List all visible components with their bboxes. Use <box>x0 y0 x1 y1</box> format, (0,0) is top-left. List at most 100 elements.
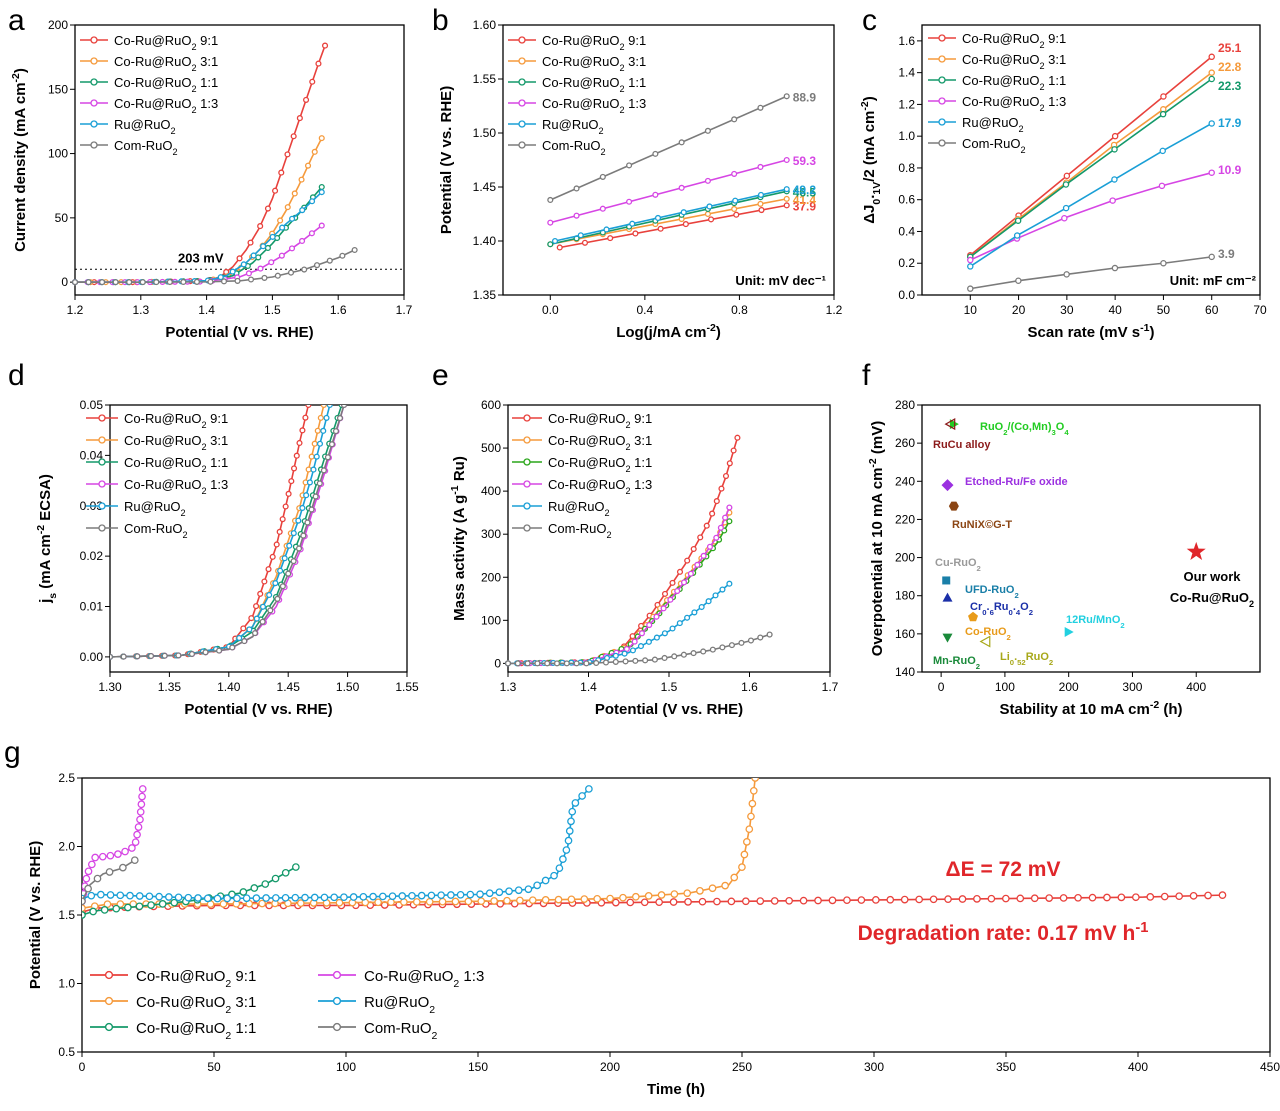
data-point <box>554 895 563 904</box>
data-point <box>261 880 270 888</box>
data-point <box>98 852 107 861</box>
data-point <box>1062 204 1070 212</box>
data-point <box>261 578 268 585</box>
text-span: Time (h) <box>647 1081 705 1098</box>
data-point <box>1059 894 1068 902</box>
data-point <box>180 278 187 286</box>
data-point <box>642 657 649 664</box>
data-point <box>637 643 644 650</box>
data-point <box>184 893 193 902</box>
data-point <box>291 863 300 871</box>
x-axis-title: Time (h) <box>647 1081 705 1098</box>
data-point <box>105 868 114 876</box>
data-point <box>669 579 676 586</box>
data-point <box>1030 894 1039 903</box>
data-point <box>302 414 309 421</box>
panel-letter: a <box>8 4 25 37</box>
data-point <box>654 214 662 222</box>
data-point <box>326 257 333 264</box>
data-point <box>514 660 521 667</box>
data-point <box>1189 891 1198 900</box>
text-span: RuO <box>1026 651 1050 663</box>
data-point <box>290 133 297 140</box>
data-point <box>1109 197 1116 204</box>
data-point <box>124 903 132 912</box>
text-span: Etched-Ru/Fe oxide <box>965 476 1068 488</box>
data-point <box>684 614 691 621</box>
data-point <box>713 498 720 505</box>
data-point <box>516 896 524 905</box>
data-point <box>1146 893 1155 901</box>
text-span: 2 <box>202 464 207 474</box>
text-span: 2 <box>1040 103 1045 113</box>
y-axis-title: js (mA cm-2 ECSA) <box>35 474 59 604</box>
legend-label: Com-RuO2 <box>962 136 1026 155</box>
data-point <box>106 891 115 899</box>
data-point <box>726 518 733 525</box>
data-point <box>629 220 636 227</box>
y-tick-label: 1.60 <box>473 18 497 32</box>
slope-label: 37.9 <box>793 199 817 213</box>
text-span: Potential (V vs. RHE) <box>438 86 455 234</box>
legend-marker <box>98 414 106 422</box>
data-point <box>272 580 279 587</box>
data-point <box>814 896 822 905</box>
text-span: 2 <box>626 486 631 496</box>
y-tick-label: 1.40 <box>473 234 497 248</box>
data-point <box>258 899 266 908</box>
data-point <box>306 479 313 486</box>
legend-marker <box>90 57 98 65</box>
slope-label: 41.4 <box>793 193 817 207</box>
data-point <box>84 884 92 893</box>
data-point <box>161 652 168 659</box>
data-point <box>119 863 127 872</box>
text-span: 2 <box>626 442 631 452</box>
data-point <box>1061 215 1068 222</box>
data-point <box>631 892 640 901</box>
legend-marker <box>98 436 106 444</box>
data-point <box>85 279 92 286</box>
data-point <box>704 210 711 218</box>
data-point <box>726 460 733 467</box>
data-point <box>438 897 447 906</box>
data-point <box>944 895 952 904</box>
data-point <box>87 891 96 900</box>
data-point <box>291 190 298 197</box>
y-tick-label: 1.6 <box>898 34 915 48</box>
text-span: 2 <box>1120 621 1124 630</box>
data-point <box>245 270 252 277</box>
data-point <box>581 239 589 246</box>
data-point <box>726 504 733 511</box>
data-point <box>721 881 729 890</box>
data-point <box>652 150 659 157</box>
data-point <box>706 203 713 210</box>
data-point <box>1159 147 1166 155</box>
data-point <box>188 650 196 658</box>
data-point <box>112 904 121 913</box>
text-span: Potential (V vs. RHE) <box>184 701 332 718</box>
data-point <box>219 900 228 908</box>
text-span: -2 <box>859 101 871 110</box>
data-point <box>646 621 653 629</box>
data-point <box>621 650 628 657</box>
text-span: 2 <box>192 42 197 52</box>
legend-marker <box>938 118 946 126</box>
data-point <box>295 517 302 524</box>
data-point <box>284 204 291 211</box>
data-point <box>96 890 105 899</box>
data-point <box>282 503 289 510</box>
data-point <box>623 645 630 653</box>
data-point <box>138 785 147 793</box>
data-point <box>968 611 979 622</box>
data-point <box>645 638 652 645</box>
data-point <box>722 514 729 521</box>
data-point <box>378 892 387 901</box>
data-point <box>722 473 730 480</box>
data-point <box>544 660 551 667</box>
data-point <box>220 278 228 285</box>
legend-marker <box>523 414 531 422</box>
data-point <box>194 894 202 902</box>
data-point <box>262 894 270 902</box>
data-point <box>476 890 484 899</box>
data-point <box>757 200 764 207</box>
